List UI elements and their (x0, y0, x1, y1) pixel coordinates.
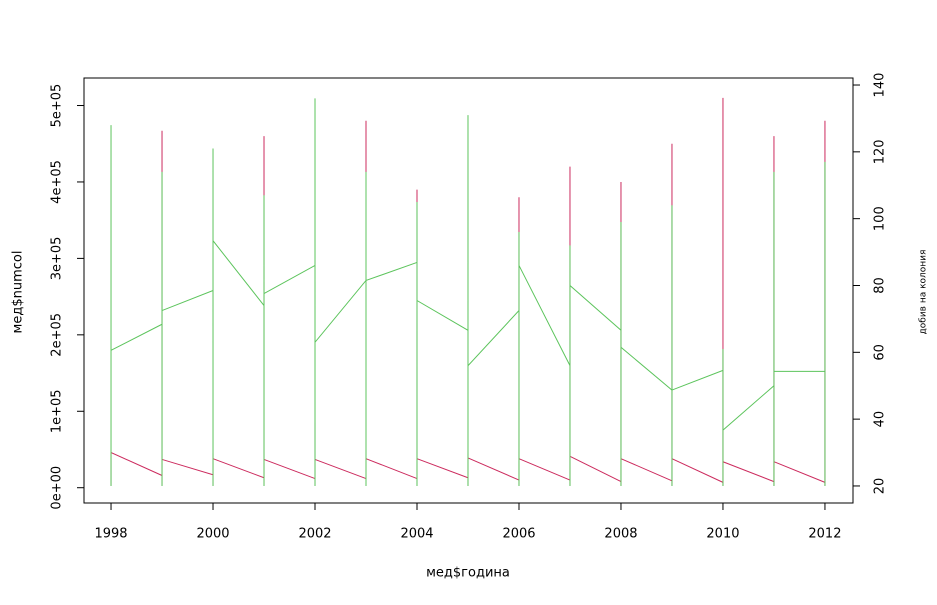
y-tick-label: 3e+05 (50, 237, 65, 281)
x-tick-label: 2006 (502, 527, 535, 542)
x-tick-label: 2004 (400, 527, 433, 542)
x-tick-label: 1998 (94, 527, 127, 542)
y-tick-label: 2e+05 (50, 313, 65, 357)
x-axis-label: мед$година (426, 566, 510, 581)
x-tick-label: 2012 (808, 527, 841, 542)
y2-tick-label: 60 (873, 344, 888, 361)
y2-tick-label: 20 (873, 478, 888, 495)
series-line (110, 98, 826, 486)
x-tick-label: 2002 (298, 527, 331, 542)
y2-tick-label: 40 (873, 411, 888, 428)
plot-box (83, 77, 854, 504)
y-tick-label: 0e+00 (50, 466, 65, 510)
y-tick-label: 4e+05 (50, 160, 65, 204)
y2-tick-label: 100 (873, 206, 888, 231)
x-tick-label: 2010 (706, 527, 739, 542)
x-tick-label: 2008 (604, 527, 637, 542)
y-tick-label: 1e+05 (50, 389, 65, 433)
y2-tick-label: 120 (873, 139, 888, 164)
y-axis-label: мед$numcol (11, 251, 26, 334)
y2-tick-label: 140 (873, 73, 888, 98)
x-tick-label: 2000 (196, 527, 229, 542)
y-tick-label: 5e+05 (50, 84, 65, 128)
y2-tick-label: 80 (873, 277, 888, 294)
y2-axis-label: добив на колония (919, 250, 929, 335)
